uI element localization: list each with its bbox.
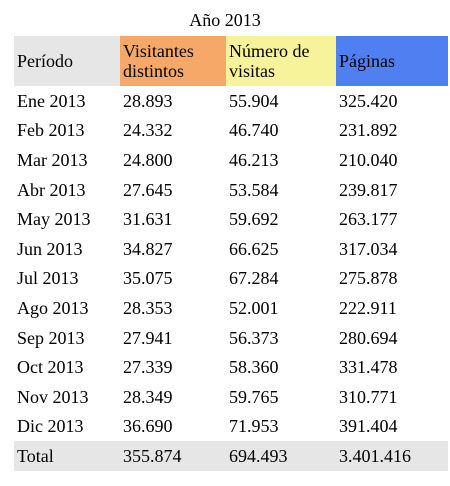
cell-pages: 222.911: [339, 297, 397, 318]
cell-period: Mar 2013: [17, 149, 88, 170]
table-row: Jul 2013 35.075 67.284 275.878: [14, 264, 448, 294]
cell-visits: 59.692: [229, 209, 279, 230]
cell-visits: 56.373: [229, 327, 279, 348]
table-row: Jun 2013 34.827 66.625 317.034: [14, 234, 448, 264]
cell-visitors: 27.941: [123, 327, 173, 348]
cell-pages: 310.771: [339, 386, 398, 407]
cell-period: Feb 2013: [17, 120, 85, 141]
stats-table: Período Visitantes distintos Número de v…: [14, 36, 448, 471]
header-pages-label: Páginas: [339, 51, 395, 71]
cell-period: Nov 2013: [17, 386, 89, 407]
cell-pages: 280.694: [339, 327, 398, 348]
table-row: Dic 2013 36.690 71.953 391.404: [14, 412, 448, 442]
cell-period: Jun 2013: [17, 238, 83, 259]
header-visits-line1: Número de: [229, 41, 310, 61]
cell-visits: 71.953: [229, 416, 279, 437]
header-visits: Número de visitas: [226, 36, 336, 86]
table-row: May 2013 31.631 59.692 263.177: [14, 204, 448, 234]
total-label: Total: [14, 441, 120, 471]
table-row: Feb 2013 24.332 46.740 231.892: [14, 116, 448, 146]
cell-period: Sep 2013: [17, 327, 85, 348]
table-caption: Año 2013: [189, 10, 261, 30]
total-pages: 3.401.416: [336, 441, 448, 471]
table-row: Oct 2013 27.339 58.360 331.478: [14, 352, 448, 382]
cell-period: Oct 2013: [17, 357, 84, 378]
header-unique-visitors-line1: Visitantes: [123, 41, 194, 61]
cell-visits: 52.001: [229, 297, 279, 318]
cell-pages: 391.404: [339, 416, 398, 437]
total-visitors: 355.874: [120, 441, 226, 471]
cell-visits: 66.625: [229, 238, 279, 259]
cell-visits: 58.360: [229, 357, 279, 378]
cell-period: Dic 2013: [17, 416, 84, 437]
cell-pages: 325.420: [339, 90, 398, 111]
table-row: Nov 2013 28.349 59.765 310.771: [14, 382, 448, 412]
cell-pages: 263.177: [339, 209, 398, 230]
cell-pages: 239.817: [339, 179, 398, 200]
cell-period: Abr 2013: [17, 179, 86, 200]
table-row: Ene 2013 28.893 55.904 325.420: [14, 86, 448, 116]
header-row: Período Visitantes distintos Número de v…: [14, 36, 448, 86]
header-pages: Páginas: [336, 36, 448, 86]
cell-visitors: 34.827: [123, 238, 173, 259]
cell-period: Ene 2013: [17, 90, 86, 111]
cell-period: Jul 2013: [17, 268, 79, 289]
cell-visitors: 28.893: [123, 90, 173, 111]
cell-visits: 46.740: [229, 120, 279, 141]
table-row: Abr 2013 27.645 53.584 239.817: [14, 175, 448, 205]
cell-visitors: 27.645: [123, 179, 173, 200]
cell-pages: 231.892: [339, 120, 398, 141]
cell-visitors: 35.075: [123, 268, 173, 289]
cell-visits: 55.904: [229, 90, 279, 111]
cell-pages: 275.878: [339, 268, 398, 289]
cell-visitors: 28.349: [123, 386, 173, 407]
cell-visitors: 27.339: [123, 357, 173, 378]
cell-visits: 53.584: [229, 179, 279, 200]
cell-visitors: 28.353: [123, 297, 173, 318]
cell-visitors: 24.800: [123, 149, 173, 170]
table-row: Mar 2013 24.800 46.213 210.040: [14, 145, 448, 175]
cell-period: May 2013: [17, 209, 91, 230]
cell-pages: 210.040: [339, 149, 398, 170]
header-visits-line2: visitas: [229, 61, 276, 81]
header-period: Período: [14, 36, 120, 86]
cell-pages: 317.034: [339, 238, 398, 259]
cell-visits: 67.284: [229, 268, 279, 289]
cell-visits: 46.213: [229, 149, 279, 170]
table-row: Sep 2013 27.941 56.373 280.694: [14, 323, 448, 353]
total-row: Total 355.874 694.493 3.401.416: [14, 441, 448, 471]
header-unique-visitors-line2: distintos: [123, 61, 185, 81]
cell-visits: 59.765: [229, 386, 279, 407]
header-unique-visitors: Visitantes distintos: [120, 36, 226, 86]
header-period-label: Período: [17, 51, 73, 71]
cell-visitors: 24.332: [123, 120, 173, 141]
cell-visitors: 31.631: [123, 209, 173, 230]
cell-pages: 331.478: [339, 357, 398, 378]
cell-visitors: 36.690: [123, 416, 173, 437]
total-visits: 694.493: [226, 441, 336, 471]
cell-period: Ago 2013: [17, 297, 89, 318]
table-row: Ago 2013 28.353 52.001 222.911: [14, 293, 448, 323]
